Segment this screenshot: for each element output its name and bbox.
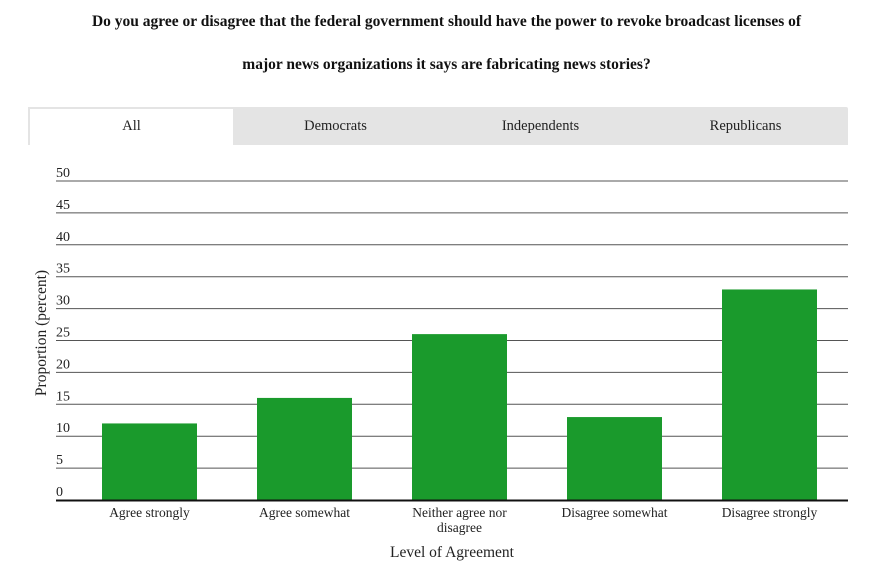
y-tick-label: 0 (56, 485, 63, 500)
x-axis-title: Level of Agreement (390, 544, 515, 561)
y-tick-label: 40 (56, 230, 70, 245)
bar (257, 397, 352, 500)
y-tick-label: 25 (56, 326, 70, 341)
y-tick-label: 15 (56, 389, 70, 404)
y-tick-label: 35 (56, 262, 70, 277)
tab-all[interactable]: All (28, 107, 233, 145)
y-tick-label: 20 (56, 357, 70, 372)
bar (567, 417, 662, 500)
x-tick-label: Agree strongly (109, 505, 190, 520)
x-tick-label: Agree somewhat (259, 505, 350, 520)
x-tick-label: disagree (437, 520, 482, 535)
x-tick-label: Disagree strongly (722, 505, 818, 520)
title-line-2: major news organizations it says are fab… (242, 56, 651, 73)
y-tick-label: 50 (56, 166, 70, 181)
y-tick-label: 30 (56, 294, 70, 309)
y-axis-title: Proportion (percent) (33, 270, 50, 396)
x-tick-label: Disagree somewhat (561, 505, 667, 520)
x-tick-label: Neither agree nor (412, 505, 507, 520)
y-tick-label: 45 (56, 198, 70, 213)
party-tabs: All Democrats Independents Republicans (28, 107, 848, 145)
y-tick-label: 10 (56, 421, 70, 436)
bar (722, 289, 817, 500)
tab-democrats[interactable]: Democrats (304, 118, 367, 134)
chart-title: Do you agree or disagree that the federa… (20, 0, 873, 86)
bar (412, 334, 507, 500)
tab-republicans[interactable]: Republicans (709, 118, 782, 134)
tab-independents[interactable]: Independents (501, 118, 580, 134)
bar (102, 423, 197, 500)
title-line-1: Do you agree or disagree that the federa… (91, 13, 802, 30)
y-tick-label: 5 (56, 453, 63, 468)
